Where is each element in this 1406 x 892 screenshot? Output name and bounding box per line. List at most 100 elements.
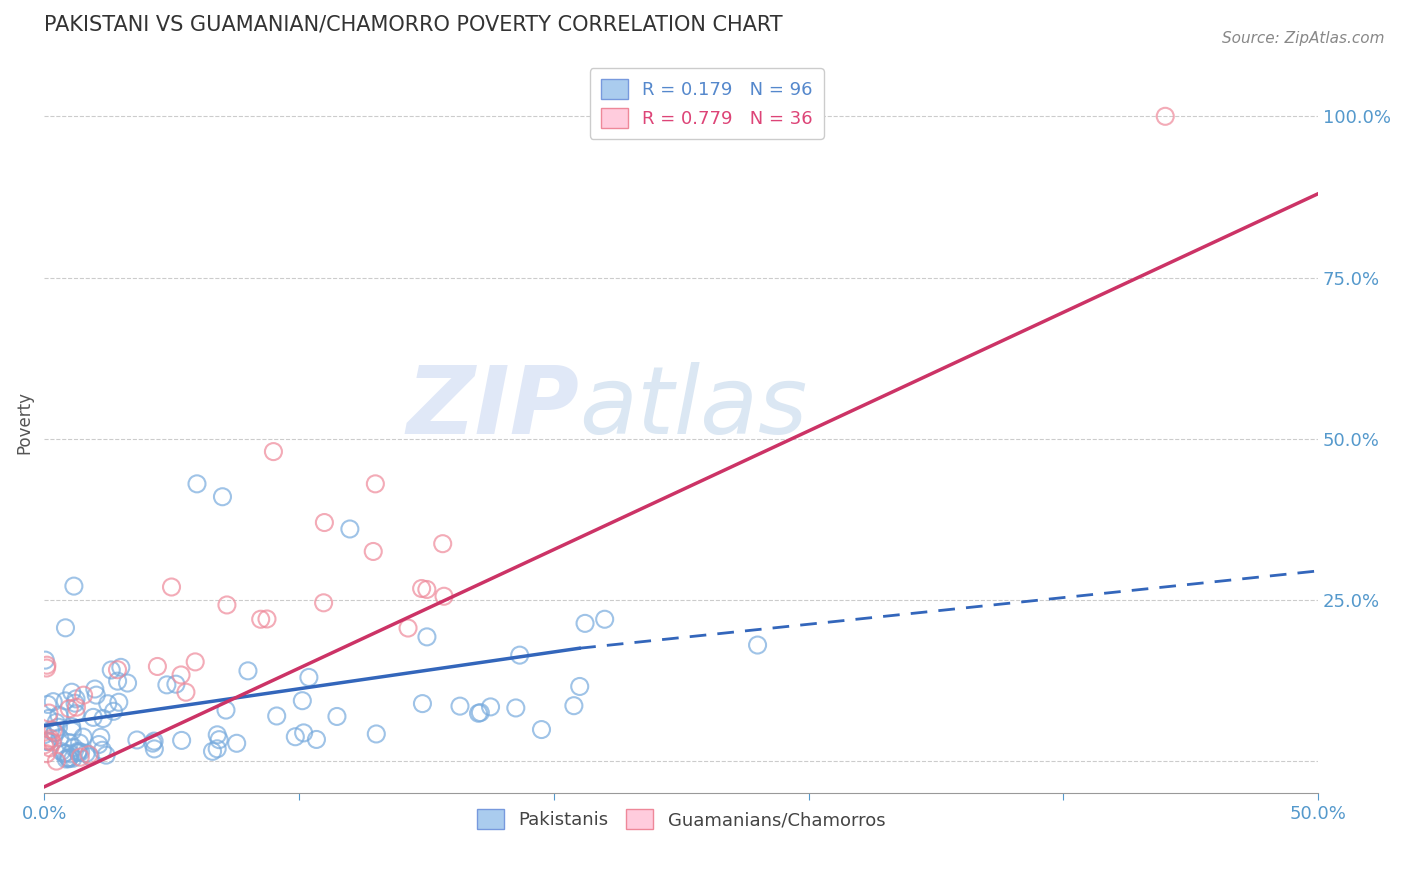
Point [433,589,456,603]
Point [364,476,387,491]
Point [37,698,59,712]
Point [574,616,596,631]
Point [211,490,233,504]
Point [62,751,84,765]
Point [326,709,349,723]
Point [396,621,419,635]
Point [530,723,553,737]
Point [593,612,616,626]
Point [143,734,166,748]
Point [170,733,193,747]
Point [58,752,80,766]
Point [58,751,80,765]
Point [505,701,527,715]
Point [75,746,97,760]
Point [201,744,224,758]
Point [292,726,315,740]
Point [35,747,58,761]
Point [156,678,179,692]
Point [208,732,231,747]
Point [55,752,77,766]
Point [35,661,58,675]
Point [411,697,433,711]
Point [170,668,193,682]
Point [48,731,70,745]
Point [305,732,328,747]
Point [146,659,169,673]
Point [432,537,454,551]
Point [165,677,187,691]
Point [1154,109,1177,123]
Point [103,704,125,718]
Point [747,638,769,652]
Point [38,734,60,748]
Point [236,664,259,678]
Point [38,706,60,720]
Point [107,663,129,677]
Point [51,745,73,759]
Point [32,728,55,742]
Point [37,734,59,748]
Point [63,740,86,755]
Y-axis label: Poverty: Poverty [15,391,32,454]
Point [314,516,336,530]
Point [48,708,70,723]
Point [416,630,439,644]
Point [186,476,208,491]
Point [72,730,94,744]
Point [291,694,314,708]
Text: atlas: atlas [579,362,807,453]
Point [34,653,56,667]
Point [59,736,82,750]
Text: Source: ZipAtlas.com: Source: ZipAtlas.com [1222,31,1385,46]
Point [207,728,229,742]
Point [55,621,77,635]
Point [48,720,70,734]
Point [107,695,129,709]
Point [79,749,101,764]
Point [143,742,166,756]
Point [467,706,489,721]
Text: ZIP: ZIP [406,362,579,454]
Point [65,706,87,721]
Point [97,697,120,711]
Point [225,736,247,750]
Point [67,746,90,760]
Point [479,699,502,714]
Point [470,706,492,720]
Point [67,744,90,758]
Point [91,711,114,725]
Point [215,703,238,717]
Point [249,612,271,626]
Point [42,695,65,709]
Point [83,681,105,696]
Point [262,444,284,458]
Point [63,579,86,593]
Point [63,696,86,710]
Point [60,685,83,699]
Point [184,655,207,669]
Point [449,699,471,714]
Point [82,710,104,724]
Point [72,688,94,702]
Point [44,725,66,739]
Point [65,692,87,706]
Point [568,680,591,694]
Point [38,711,60,725]
Point [60,724,83,739]
Point [256,612,278,626]
Point [53,747,76,761]
Point [42,723,65,738]
Point [312,596,335,610]
Point [58,701,80,715]
Point [125,733,148,747]
Point [100,663,122,677]
Point [107,674,129,689]
Point [45,715,67,730]
Point [266,709,288,723]
Point [77,747,100,762]
Point [87,738,110,752]
Point [39,723,62,738]
Point [69,736,91,750]
Point [37,734,59,748]
